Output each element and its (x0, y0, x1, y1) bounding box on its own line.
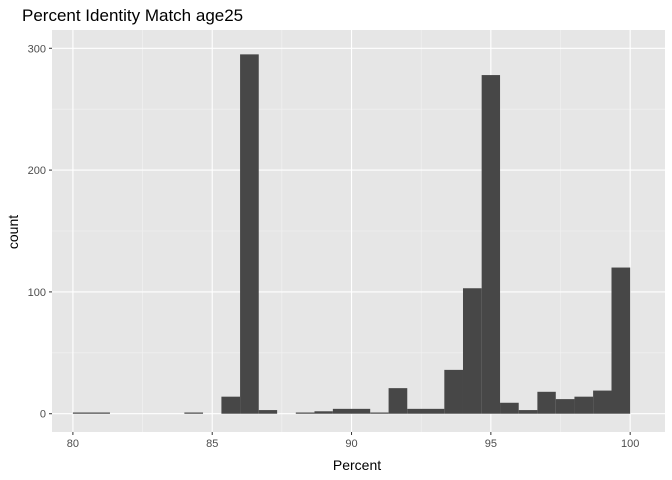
x-tick-label: 100 (621, 438, 639, 450)
minor-gridlines (52, 30, 665, 432)
histogram-bar (518, 410, 538, 414)
x-axis-title: Percent (333, 457, 381, 473)
histogram-bar (611, 267, 631, 414)
histogram-bar (370, 412, 389, 414)
chart-title: Percent Identity Match age25 (22, 6, 243, 25)
x-tick-label: 85 (206, 438, 218, 450)
histogram-bar (221, 396, 241, 414)
histogram-bar (184, 412, 204, 414)
histogram-bar (407, 408, 445, 414)
y-tick-label: 200 (28, 165, 46, 177)
histogram-bar (537, 391, 556, 414)
histogram-bar (593, 390, 612, 414)
y-tick-label: 0 (40, 409, 46, 421)
y-tick-label: 100 (28, 287, 46, 299)
histogram-bar (332, 408, 371, 414)
histogram-bar (72, 412, 110, 414)
histogram-bars (72, 54, 631, 414)
axis-ticks: 80 85 90 95 100 0 100 200 300 (28, 43, 640, 450)
histogram-bar (388, 388, 408, 414)
x-tick-label: 95 (485, 438, 497, 450)
histogram-bar (444, 369, 463, 414)
histogram-bar (462, 288, 482, 414)
y-axis-title: count (5, 215, 21, 249)
histogram-bar (555, 399, 575, 414)
histogram-bar (500, 402, 519, 414)
histogram-bar (314, 411, 333, 414)
histogram-bar (295, 412, 315, 414)
y-tick-label: 300 (28, 43, 46, 55)
histogram-bar (574, 396, 594, 414)
histogram-bar (258, 410, 278, 414)
histogram-bar (240, 54, 259, 414)
x-tick-label: 90 (345, 438, 357, 450)
histogram-bar (481, 75, 501, 414)
x-tick-label: 80 (67, 438, 79, 450)
